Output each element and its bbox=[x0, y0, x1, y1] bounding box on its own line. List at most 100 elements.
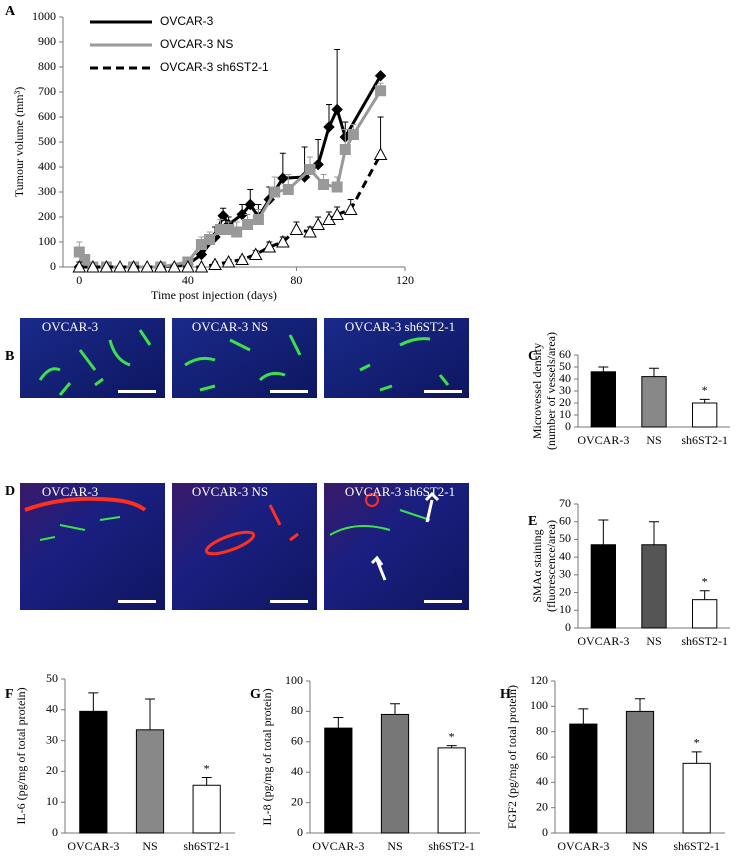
x-tick-label: sh6ST2-1 bbox=[183, 839, 230, 853]
y-tick-label: 80 bbox=[536, 723, 548, 737]
micrograph bbox=[324, 318, 469, 398]
y-tick-label: 1000 bbox=[32, 9, 56, 23]
y-tick-label: 800 bbox=[38, 59, 56, 73]
image-label: OVCAR-3 NS bbox=[192, 484, 268, 499]
marker bbox=[208, 257, 222, 270]
bar bbox=[135, 729, 165, 834]
marker bbox=[217, 210, 229, 222]
error-bar bbox=[598, 519, 609, 545]
series-line bbox=[79, 75, 382, 269]
marker bbox=[323, 121, 335, 133]
x-tick-label: NS bbox=[632, 839, 647, 853]
image-label: OVCAR-3 bbox=[42, 319, 98, 334]
image-label: OVCAR-3 bbox=[42, 484, 98, 499]
marker bbox=[204, 234, 216, 245]
y-tick-label: 500 bbox=[38, 134, 56, 148]
annotation: * bbox=[694, 736, 700, 750]
y-tick-label: 40 bbox=[559, 371, 571, 385]
marker bbox=[339, 144, 351, 155]
y-tick-label: 400 bbox=[38, 159, 56, 173]
marker bbox=[153, 259, 168, 273]
marker bbox=[235, 252, 249, 265]
marker bbox=[231, 226, 243, 238]
error-bar bbox=[333, 716, 344, 729]
bar bbox=[625, 710, 655, 834]
error-bar bbox=[145, 698, 155, 730]
marker bbox=[167, 259, 182, 273]
bar bbox=[641, 544, 667, 629]
marker bbox=[248, 247, 263, 260]
y-tick-label: 50 bbox=[559, 531, 571, 545]
y-tick-label: 40 bbox=[46, 702, 58, 716]
error-bar bbox=[691, 751, 702, 764]
y-tick-label: 40 bbox=[536, 774, 548, 788]
x-tick-label: NS bbox=[142, 839, 157, 853]
micrograph bbox=[324, 483, 469, 610]
y-tick-label: 30 bbox=[46, 732, 58, 746]
y-tick-label: 20 bbox=[536, 799, 548, 813]
x-tick-label: sh6ST2-1 bbox=[428, 839, 475, 853]
x-tick-label: OVCAR-3 bbox=[67, 839, 119, 853]
panel-letter: F bbox=[5, 687, 14, 702]
panel-letter: E bbox=[528, 514, 537, 529]
y-tick-label: 80 bbox=[291, 703, 303, 717]
marker bbox=[72, 259, 87, 273]
image-label: OVCAR-3 sh6ST2-1 bbox=[345, 484, 455, 499]
x-tick-label: OVCAR-3 bbox=[557, 839, 609, 853]
marker bbox=[343, 202, 358, 215]
error-bar bbox=[649, 521, 659, 545]
marker bbox=[242, 219, 254, 230]
y-tick-label: 60 bbox=[559, 347, 571, 361]
bar bbox=[569, 723, 598, 834]
marker bbox=[347, 129, 359, 140]
error-bar bbox=[390, 703, 400, 715]
y-tick-label: 600 bbox=[38, 109, 56, 123]
bar bbox=[692, 599, 718, 629]
y-tick-label: 900 bbox=[38, 34, 56, 48]
x-tick-label: OVCAR-3 bbox=[312, 839, 364, 853]
error-bar bbox=[699, 590, 710, 600]
y-axis-label: IL-6 (pg/mg of total protein) bbox=[14, 687, 28, 824]
marker bbox=[194, 259, 209, 273]
y-tick-label: 10 bbox=[46, 794, 58, 808]
y-tick-label: 20 bbox=[46, 763, 58, 777]
panel-letter: B bbox=[5, 349, 14, 364]
y-axis-label: FGF2 (pg/mg of total protein) bbox=[505, 685, 519, 829]
y-tick-label: 0 bbox=[542, 825, 548, 839]
panel-letter: A bbox=[5, 4, 16, 19]
y-tick-label: 100 bbox=[38, 234, 56, 248]
y-tick-label: 10 bbox=[559, 602, 571, 616]
y-axis-label: (number of vessels/area) bbox=[544, 332, 558, 450]
error-bar bbox=[649, 367, 659, 377]
marker bbox=[113, 259, 127, 273]
annotation: * bbox=[449, 729, 455, 743]
x-tick-label: OVCAR-3 bbox=[577, 634, 629, 648]
y-tick-label: 60 bbox=[536, 749, 548, 763]
error-bar bbox=[334, 49, 341, 110]
marker bbox=[303, 224, 317, 238]
y-tick-label: 300 bbox=[38, 184, 56, 198]
y-tick-label: 0 bbox=[565, 620, 571, 634]
error-bar bbox=[578, 708, 589, 725]
y-tick-label: 0 bbox=[297, 825, 303, 839]
legend-label: OVCAR-3 NS bbox=[160, 37, 233, 51]
marker bbox=[86, 259, 100, 273]
marker bbox=[244, 198, 256, 211]
y-tick-label: 100 bbox=[285, 673, 303, 687]
marker bbox=[99, 259, 114, 273]
bar bbox=[79, 710, 108, 834]
y-axis-label: (fluorescence/area) bbox=[544, 520, 558, 612]
annotation: * bbox=[702, 383, 708, 397]
error-bar bbox=[88, 692, 99, 712]
marker bbox=[276, 234, 290, 248]
marker bbox=[181, 259, 195, 273]
y-tick-label: 0 bbox=[52, 825, 58, 839]
y-tick-label: 40 bbox=[559, 549, 571, 563]
bar bbox=[641, 376, 667, 428]
bar bbox=[590, 544, 616, 629]
marker bbox=[312, 158, 324, 171]
error-bar bbox=[699, 398, 710, 403]
bar bbox=[692, 402, 718, 428]
marker bbox=[304, 164, 316, 175]
